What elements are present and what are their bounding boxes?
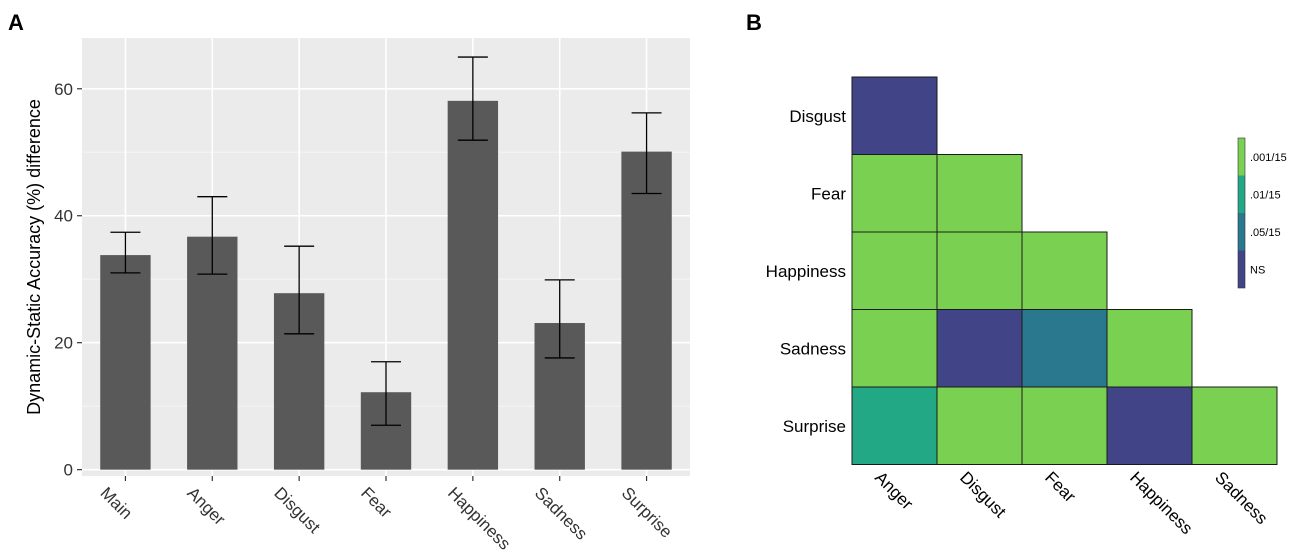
cell-happiness-fear <box>1021 231 1108 310</box>
column-label: Happiness <box>1126 468 1196 538</box>
cell-surprise-disgust <box>936 386 1023 465</box>
row-label: Happiness <box>766 262 846 281</box>
cell-happiness-disgust <box>936 231 1023 310</box>
row-label: Fear <box>811 184 846 203</box>
cell-disgust-anger <box>851 76 938 155</box>
legend-label: .001/15 <box>1250 152 1287 164</box>
y-axis-title: Dynamic-Static Accuracy (%) difference <box>24 99 44 415</box>
x-tick-label: Happiness <box>444 483 514 553</box>
cell-sadness-fear <box>1021 309 1108 388</box>
row-label: Surprise <box>783 417 846 436</box>
cell-sadness-disgust <box>936 309 1023 388</box>
row-label: Sadness <box>780 339 846 358</box>
x-tick-label: Fear <box>357 483 395 521</box>
panel-label-a: A <box>8 10 24 35</box>
row-label: Disgust <box>789 107 846 126</box>
column-label: Sadness <box>1211 468 1271 528</box>
x-tick-label: Anger <box>183 483 229 529</box>
y-tick-label: 40 <box>54 207 73 226</box>
y-tick-label: 20 <box>54 334 73 353</box>
cell-sadness-anger <box>851 309 938 388</box>
x-tick-label: Main <box>97 483 136 522</box>
bar-anger <box>187 236 238 470</box>
bar-main <box>100 255 151 470</box>
cell-surprise-anger <box>851 386 938 465</box>
x-tick-label: Disgust <box>270 483 324 537</box>
legend-swatch <box>1238 175 1245 213</box>
column-label: Disgust <box>956 468 1010 522</box>
bar-happiness <box>447 100 499 470</box>
legend-swatch <box>1238 138 1245 176</box>
panel-label-b: B <box>746 10 762 35</box>
heatmap-panel-b: DisgustFearHappinessSadnessSurpriseAnger… <box>766 76 1287 538</box>
legend-label: .05/15 <box>1250 227 1281 239</box>
legend-swatch <box>1238 250 1245 288</box>
cell-happiness-anger <box>851 231 938 310</box>
cell-surprise-sadness <box>1191 386 1278 465</box>
bar-surprise <box>621 151 672 470</box>
column-label: Anger <box>871 468 917 514</box>
legend-label: .01/15 <box>1250 189 1281 201</box>
y-tick-label: 0 <box>64 461 73 480</box>
legend-frame <box>1237 137 1246 289</box>
x-tick-label: Sadness <box>531 483 591 543</box>
column-label: Fear <box>1041 468 1079 506</box>
cell-fear-disgust <box>936 154 1023 233</box>
cell-surprise-fear <box>1021 386 1108 465</box>
x-tick-label: Surprise <box>618 483 676 541</box>
cell-fear-anger <box>851 154 938 233</box>
bar-chart-panel-a: 0 20 40 60 Main Anger Disgust Fear Happiness Sadn… <box>24 38 690 554</box>
cell-sadness-happiness <box>1106 309 1193 388</box>
cell-surprise-happiness <box>1106 386 1193 465</box>
y-tick-label: 60 <box>54 80 73 99</box>
legend-swatch <box>1238 213 1245 251</box>
legend-label: NS <box>1250 264 1265 276</box>
